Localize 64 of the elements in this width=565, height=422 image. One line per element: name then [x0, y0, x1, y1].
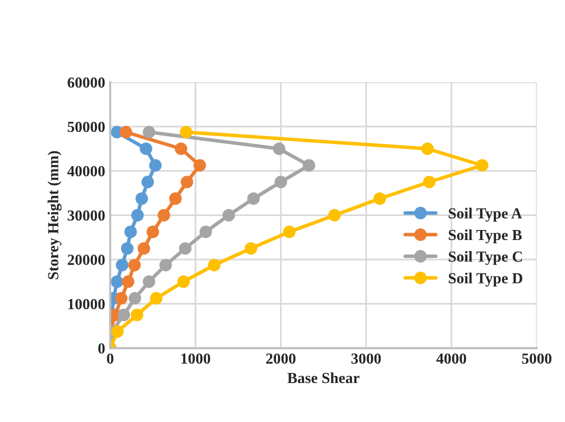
- legend-label: Soil Type D: [448, 272, 522, 287]
- point: [476, 159, 488, 172]
- point: [174, 142, 188, 156]
- legend-label: Soil Type C: [448, 251, 522, 265]
- point: [111, 325, 124, 338]
- y-tick-label: 10000: [68, 298, 105, 310]
- y-tick-label: 40000: [67, 166, 105, 176]
- point: [150, 292, 162, 305]
- point: [120, 242, 134, 255]
- y-tick-label: 50000: [68, 122, 105, 132]
- x-tick-label: 3000: [351, 353, 381, 364]
- point: [177, 275, 190, 288]
- point: [146, 226, 160, 238]
- point: [421, 142, 434, 156]
- point: [247, 192, 260, 205]
- point: [179, 242, 192, 255]
- point: [120, 126, 132, 138]
- y-axis-title: Storey Height (mm): [48, 151, 62, 280]
- y-tick-label: 30000: [68, 210, 105, 221]
- point: [149, 159, 162, 172]
- x-tick-label: 5000: [522, 353, 552, 364]
- point: [131, 208, 144, 222]
- point: [118, 308, 130, 322]
- point: [141, 176, 154, 188]
- point: [138, 242, 150, 255]
- point: [328, 208, 341, 222]
- point: [116, 258, 128, 272]
- point: [128, 258, 141, 272]
- point: [199, 226, 212, 238]
- point: [130, 308, 144, 322]
- point: [180, 176, 194, 188]
- legend-label: Soil Type B: [448, 229, 522, 244]
- x-tick-label: 2000: [266, 353, 296, 364]
- y-tick-label: 0: [98, 343, 105, 354]
- y-tick-label: 20000: [68, 254, 105, 265]
- point: [135, 192, 148, 205]
- x-axis-title: Base Shear: [287, 372, 360, 384]
- point: [244, 242, 258, 255]
- point: [142, 126, 156, 138]
- point: [159, 258, 172, 272]
- point: [122, 275, 134, 288]
- point: [110, 275, 124, 288]
- point: [169, 192, 182, 205]
- point: [115, 292, 128, 305]
- point: [302, 159, 316, 172]
- point: [140, 142, 152, 156]
- point: [272, 142, 286, 156]
- point: [274, 176, 288, 188]
- x-tick-label: 0: [106, 353, 114, 364]
- legend-label: Soil Type A: [448, 208, 522, 222]
- x-tick-label: 4000: [436, 353, 466, 364]
- point: [142, 275, 156, 288]
- point: [222, 208, 236, 222]
- point: [128, 292, 142, 305]
- point: [180, 126, 192, 138]
- point: [158, 208, 170, 222]
- point: [423, 176, 436, 188]
- point: [194, 159, 206, 172]
- x-tick-label: 1000: [181, 353, 210, 364]
- point: [374, 192, 386, 205]
- point: [208, 258, 221, 272]
- y-tick-label: 60000: [68, 77, 105, 88]
- point: [283, 226, 296, 238]
- point: [124, 226, 137, 238]
